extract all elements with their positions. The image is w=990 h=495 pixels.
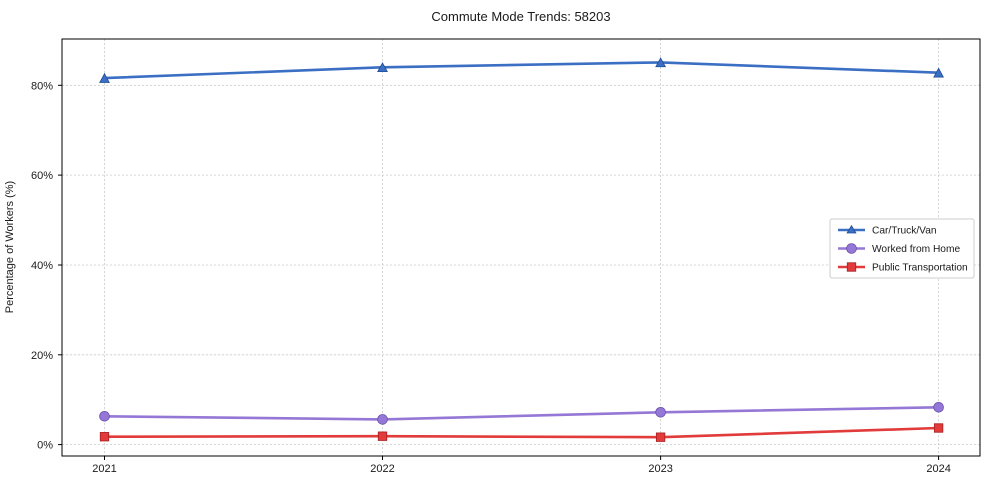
svg-text:2023: 2023	[648, 463, 672, 475]
svg-text:Car/Truck/Van: Car/Truck/Van	[872, 226, 937, 237]
svg-text:Public Transportation: Public Transportation	[872, 263, 968, 274]
svg-text:2022: 2022	[370, 463, 394, 475]
svg-text:2021: 2021	[92, 463, 116, 475]
svg-text:80%: 80%	[31, 80, 53, 92]
svg-text:40%: 40%	[31, 260, 53, 272]
svg-text:Worked from Home: Worked from Home	[872, 244, 960, 255]
svg-text:0%: 0%	[37, 440, 53, 452]
svg-text:60%: 60%	[31, 170, 53, 182]
svg-text:20%: 20%	[31, 350, 53, 362]
svg-text:2024: 2024	[926, 463, 950, 475]
